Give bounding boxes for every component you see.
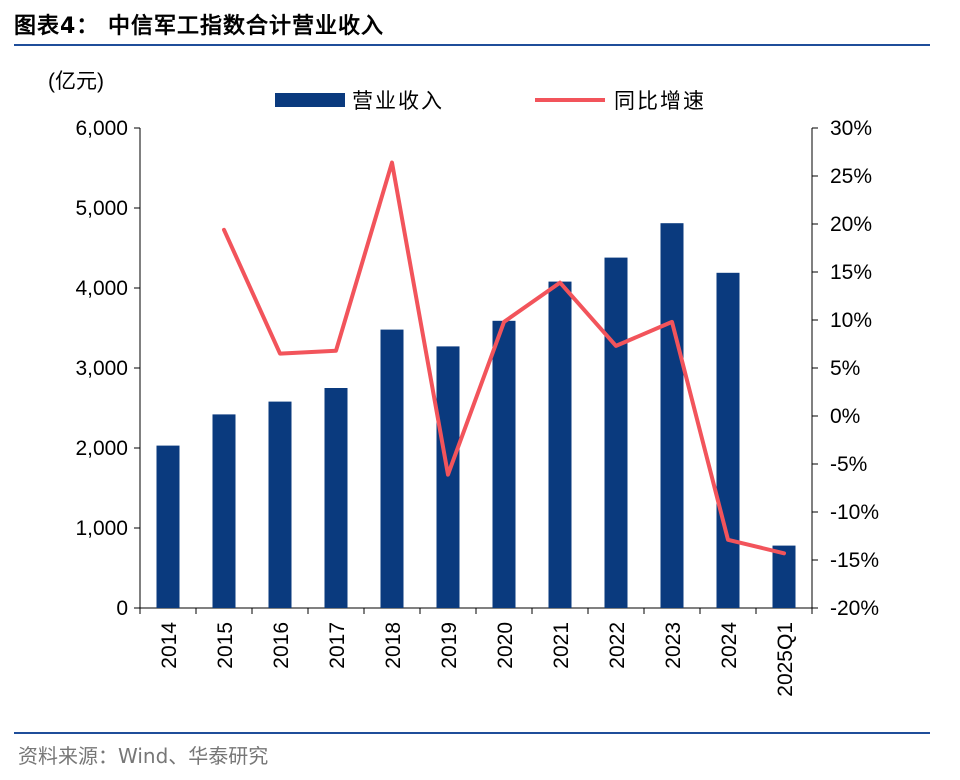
x-tick-label: 2015 — [214, 622, 237, 669]
right-tick-label: -10% — [830, 501, 879, 524]
bar-2025Q1 — [772, 545, 796, 608]
legend-line-label: 同比增速 — [614, 90, 706, 113]
right-tick-label: 10% — [830, 309, 872, 332]
right-tick-label: 25% — [830, 165, 872, 188]
right-tick-label: 20% — [830, 213, 872, 236]
right-tick-label: -5% — [830, 453, 867, 476]
bar-2019 — [436, 346, 460, 608]
left-tick-label: 4,000 — [75, 277, 128, 300]
combo-chart: 0 1,000 2,000 3,000 4,000 5,000 6,000 (亿元) -20% -… — [48, 70, 879, 697]
growth-line — [222, 160, 786, 556]
x-tick-label: 2019 — [438, 622, 461, 669]
legend-bar-swatch — [275, 93, 345, 107]
bar-2014 — [156, 445, 180, 608]
x-tick-label: 2016 — [270, 622, 293, 669]
x-tick-label: 2014 — [158, 622, 181, 669]
bar-2017 — [324, 388, 348, 608]
bar-2022 — [604, 257, 628, 608]
bar-2020 — [492, 320, 516, 608]
left-tick-label: 5,000 — [75, 197, 128, 220]
x-tick-label: 2021 — [550, 622, 573, 669]
legend-bar-label: 营业收入 — [352, 90, 444, 113]
right-tick-label: 5% — [830, 357, 860, 380]
right-tick-label: 0% — [830, 405, 860, 428]
left-tick-label: 6,000 — [75, 117, 128, 140]
bar-2021 — [548, 281, 572, 608]
bar-2023 — [660, 223, 684, 608]
title-divider — [14, 44, 930, 46]
left-tick-label: 1,000 — [75, 517, 128, 540]
footer-divider — [14, 732, 930, 734]
left-tick-label: 3,000 — [75, 357, 128, 380]
bar-2015 — [212, 414, 236, 608]
left-axis-label: (亿元) — [48, 70, 104, 93]
left-tick-label: 2,000 — [75, 437, 128, 460]
x-tick-label: 2022 — [606, 622, 629, 669]
right-tick-label: 30% — [830, 117, 872, 140]
left-tick-label: 0 — [116, 597, 128, 620]
x-tick-label: 2017 — [326, 622, 349, 669]
x-tick-label: 2018 — [382, 622, 405, 669]
bar-2016 — [268, 401, 292, 608]
x-tick-label: 2024 — [718, 622, 741, 669]
x-tick-label: 2020 — [494, 622, 517, 669]
x-tick-label: 2023 — [662, 622, 685, 669]
x-tick-label: 2025Q1 — [774, 622, 797, 697]
right-tick-label: 15% — [830, 261, 872, 284]
bar-2024 — [716, 272, 740, 608]
source-note: 资料来源：Wind、华泰研究 — [18, 744, 269, 768]
bar-2018 — [380, 329, 404, 608]
right-tick-label: -20% — [830, 597, 879, 620]
right-tick-label: -15% — [830, 549, 879, 572]
figure-title: 图表4： 中信军工指数合计营业收入 — [14, 14, 384, 39]
